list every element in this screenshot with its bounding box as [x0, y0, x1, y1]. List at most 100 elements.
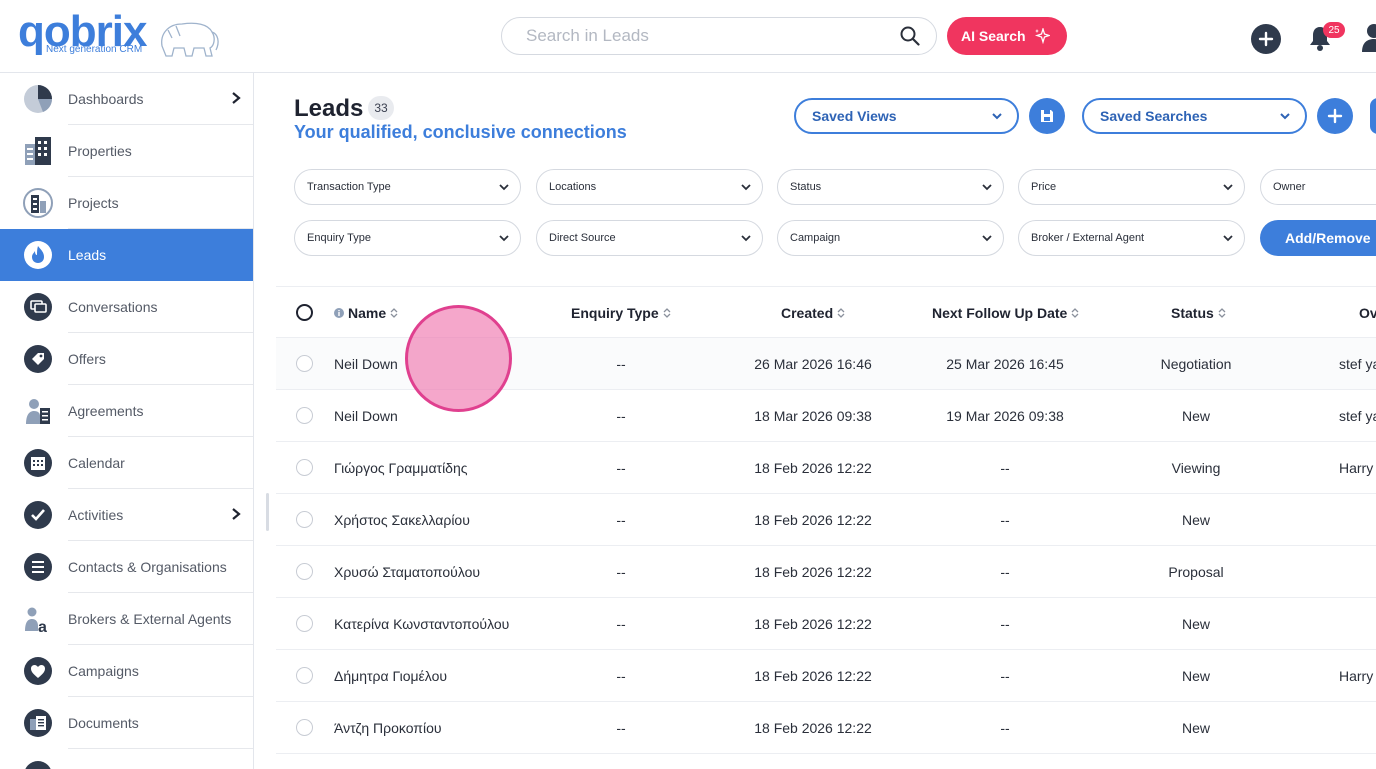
row-checkbox[interactable]	[296, 355, 313, 372]
filter-status[interactable]: Status	[777, 169, 1004, 205]
row-checkbox[interactable]	[296, 615, 313, 632]
top-bar: qobrix Next generation CRM AI Search	[0, 0, 1376, 73]
column-header-owner[interactable]: Ov	[1359, 305, 1376, 321]
filter-locations[interactable]: Locations	[536, 169, 763, 205]
cell-created: 18 Feb 2026 12:22	[754, 616, 872, 632]
chevron-down-icon	[499, 184, 509, 191]
column-header-status[interactable]: Status	[1171, 305, 1226, 321]
notification-badge: 25	[1323, 22, 1345, 38]
filter-owner[interactable]: Owner	[1260, 169, 1376, 205]
sidebar-item-campaigns[interactable]: Campaigns	[0, 645, 253, 697]
project-icon	[22, 187, 54, 219]
search-box[interactable]	[501, 17, 937, 55]
svg-text:a: a	[38, 619, 47, 634]
sidebar-item-offers[interactable]: Offers	[0, 333, 253, 385]
add-remove-filters-button[interactable]: Add/Remove	[1260, 220, 1376, 256]
sidebar-item-properties[interactable]: Properties	[0, 125, 253, 177]
cell-status: New	[1181, 720, 1211, 736]
row-checkbox[interactable]	[296, 667, 313, 684]
cell-name[interactable]: Γιώργος Γραμματίδης	[334, 460, 468, 476]
filter-label: Price	[1031, 181, 1057, 193]
cell-enquiry-type: --	[616, 720, 626, 736]
select-all-checkbox[interactable]	[296, 304, 313, 321]
sidebar-item-more[interactable]	[0, 749, 253, 769]
user-avatar-icon[interactable]	[1360, 22, 1376, 54]
cell-name[interactable]: Δήμητρα Γιομέλου	[334, 668, 448, 684]
cell-name[interactable]: Χρυσώ Σταματοπούλου	[334, 564, 481, 580]
cell-created: 18 Feb 2026 12:22	[754, 512, 872, 528]
calendar-icon	[22, 447, 54, 479]
cell-status: New	[1181, 512, 1211, 528]
filter-campaign[interactable]: Campaign	[777, 220, 1004, 256]
sidebar-item-projects[interactable]: Projects	[0, 177, 253, 229]
sidebar-item-label: Activities	[68, 507, 124, 523]
scrollbar-thumb[interactable]	[266, 493, 269, 531]
row-checkbox[interactable]	[296, 563, 313, 580]
check-icon	[22, 499, 54, 531]
sidebar-item-agreements[interactable]: Agreements	[0, 385, 253, 437]
chevron-down-icon	[982, 235, 992, 242]
quick-add-button[interactable]	[1251, 24, 1281, 54]
filter-broker[interactable]: Broker / External Agent	[1018, 220, 1245, 256]
column-header-enquiry-type[interactable]: Enquiry Type	[571, 305, 671, 321]
more-options-button[interactable]	[1370, 98, 1376, 134]
sidebar-item-label: Documents	[68, 715, 139, 731]
cell-name[interactable]: Κατερίνα Κωνσταντοπούλου	[334, 616, 510, 632]
sidebar-item-calendar[interactable]: Calendar	[0, 437, 253, 489]
sidebar-item-label: Campaigns	[68, 663, 139, 679]
cell-next-follow-up: --	[1000, 668, 1010, 684]
filter-direct-source[interactable]: Direct Source	[536, 220, 763, 256]
filter-label: Direct Source	[549, 232, 616, 244]
page-title: Leads	[294, 95, 364, 122]
agreement-icon	[22, 395, 54, 427]
column-label: Ov	[1359, 305, 1376, 321]
search-icon[interactable]	[900, 26, 920, 46]
filter-label: Broker / External Agent	[1031, 232, 1145, 244]
row-checkbox[interactable]	[296, 407, 313, 424]
cell-name[interactable]: Χρήστος Σακελλαρίου	[334, 512, 470, 528]
document-icon	[22, 707, 54, 739]
sidebar-item-documents[interactable]: Documents	[0, 697, 253, 749]
cell-enquiry-type: --	[616, 512, 626, 528]
cell-next-follow-up: --	[1000, 460, 1010, 476]
table-row[interactable]: Χρήστος Σακελλαρίου -- 18 Feb 2026 12:22 --…	[276, 494, 1376, 546]
column-header-next-follow-up[interactable]: Next Follow Up Date	[932, 305, 1079, 321]
filter-label: Owner	[1273, 181, 1306, 193]
cell-enquiry-type: --	[616, 668, 626, 684]
sidebar-item-conversations[interactable]: Conversations	[0, 281, 253, 333]
sidebar-item-dashboards[interactable]: Dashboards	[0, 73, 253, 125]
row-checkbox[interactable]	[296, 459, 313, 476]
search-input[interactable]	[526, 26, 886, 46]
sidebar-item-contacts[interactable]: Contacts & Organisations	[0, 541, 253, 593]
filter-price[interactable]: Price	[1018, 169, 1245, 205]
add-search-button[interactable]	[1317, 98, 1353, 134]
saved-searches-select[interactable]: Saved Searches	[1082, 98, 1307, 134]
sidebar-item-activities[interactable]: Activities	[0, 489, 253, 541]
table-row[interactable]: Neil Down -- 18 Mar 2026 09:38 19 Mar 2026 …	[276, 390, 1376, 442]
sidebar-item-brokers[interactable]: a Brokers & External Agents	[0, 593, 253, 645]
saved-views-select[interactable]: Saved Views	[794, 98, 1019, 134]
cell-name[interactable]: Neil Down	[334, 408, 398, 424]
table-row[interactable]: Δήμητρα Γιομέλου -- 18 Feb 2026 12:22 -- New…	[276, 650, 1376, 702]
table-row[interactable]: Γιώργος Γραμματίδης -- 18 Feb 2026 12:22 --…	[276, 442, 1376, 494]
table-row[interactable]: Χρυσώ Σταματοπούλου -- 18 Feb 2026 12:22 --…	[276, 546, 1376, 598]
table-row[interactable]: Άντζη Προκοπίου -- 18 Feb 2026 12:22 -- New	[276, 702, 1376, 754]
cell-name[interactable]: Άντζη Προκοπίου	[334, 720, 442, 736]
cell-status: New	[1181, 616, 1211, 632]
page-subtitle: Your qualified, conclusive connections	[294, 122, 627, 142]
table-row[interactable]: Κατερίνα Κωνσταντοπούλου -- 18 Feb 2026 12…	[276, 598, 1376, 650]
cell-name[interactable]: Neil Down	[334, 356, 398, 372]
cell-created: 18 Feb 2026 12:22	[754, 720, 872, 736]
logo-subtitle: Next generation CRM	[46, 44, 143, 55]
filter-enquiry-type[interactable]: Enquiry Type	[294, 220, 521, 256]
row-checkbox[interactable]	[296, 511, 313, 528]
cell-next-follow-up: --	[1000, 616, 1010, 632]
column-header-name[interactable]: Name	[334, 305, 398, 321]
save-view-button[interactable]	[1029, 98, 1065, 134]
ai-search-button[interactable]: AI Search	[947, 17, 1067, 55]
logo[interactable]: qobrix Next generation CRM	[18, 10, 219, 57]
row-checkbox[interactable]	[296, 719, 313, 736]
filter-transaction-type[interactable]: Transaction Type	[294, 169, 521, 205]
column-header-created[interactable]: Created	[781, 305, 845, 321]
sidebar-item-leads[interactable]: Leads	[0, 229, 253, 281]
